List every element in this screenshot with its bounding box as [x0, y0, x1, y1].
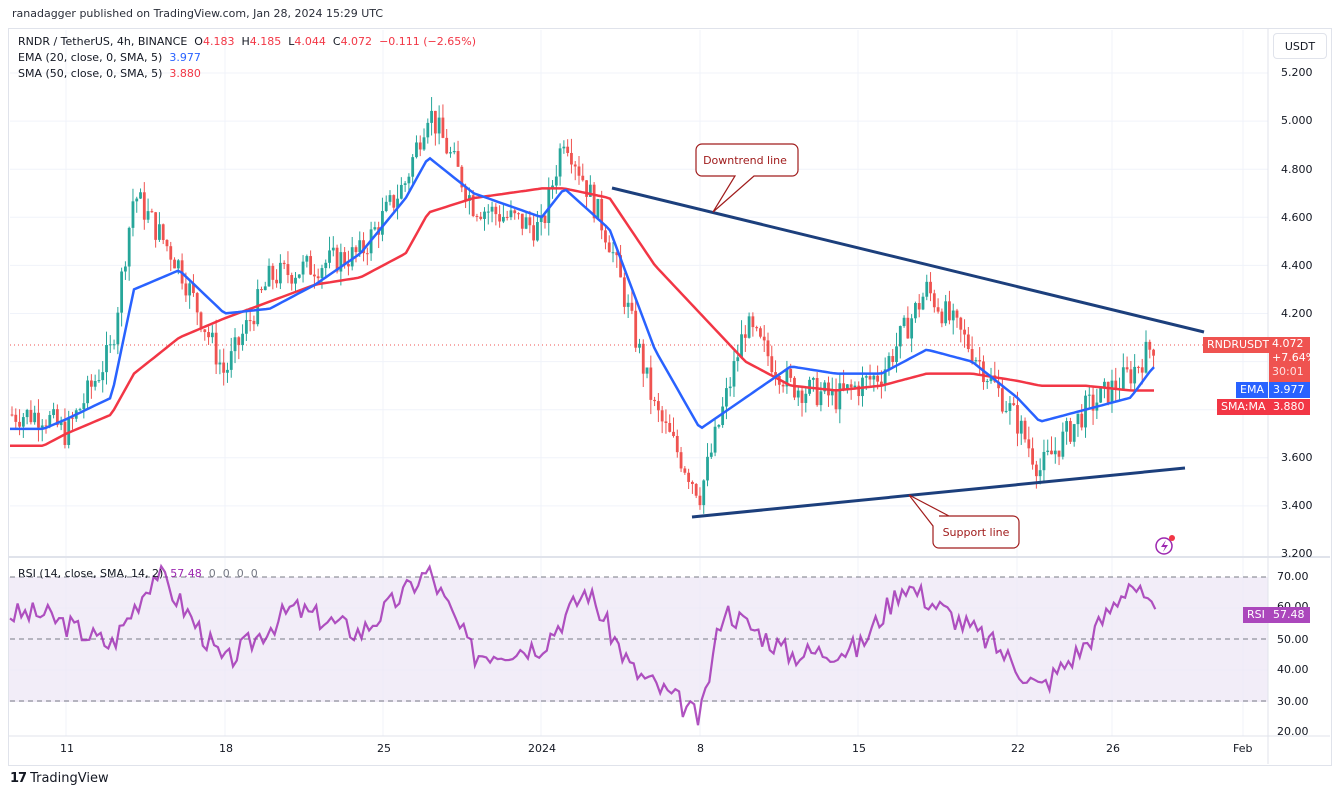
ohlc-low: L4.044 [288, 35, 326, 48]
rsi-tick: 30.00 [1277, 695, 1309, 708]
rsi-extra-0: 0 [208, 567, 216, 580]
symbol-tag: RNDRUSDT [1203, 337, 1274, 353]
support-callout[interactable]: Support line [908, 494, 1020, 549]
sma-legend-value: 3.880 [169, 67, 201, 80]
rsi-legend-label: RSI (14, close, SMA, 14, 2) [18, 567, 164, 580]
time-tick: 8 [697, 742, 704, 755]
candlesticks [10, 97, 1155, 514]
price-tick: 3.200 [1281, 547, 1313, 560]
time-tick: 2024 [528, 742, 556, 755]
price-tick: 3.600 [1281, 451, 1313, 464]
sma-tag-value: 3.880 [1269, 399, 1310, 415]
ohlc-high: H4.185 [241, 35, 282, 48]
symbol-legend[interactable]: RNDR / TetherUS, 4h, BINANCE O4.183 H4.1… [18, 35, 476, 48]
time-tick: Feb [1233, 742, 1253, 755]
tradingview-branding[interactable]: 17 TradingView [10, 771, 109, 786]
rsi-extra-2: 0 [236, 567, 244, 580]
ohlc-close: C4.072 [332, 35, 373, 48]
rsi-tag-value: 57.48 [1269, 607, 1310, 623]
time-tick: 25 [377, 742, 391, 755]
rsi-levels [10, 576, 1268, 702]
time-tick: 11 [60, 742, 74, 755]
rsi-extra-1: 0 [222, 567, 230, 580]
rsi-band-fill [9, 577, 1268, 702]
rsi-extra-3: 0 [250, 567, 258, 580]
sma-tag: SMA:MA [1217, 399, 1270, 415]
rsi-legend-value: 57.48 [170, 567, 202, 580]
downtrend-callout[interactable]: Downtrend line [695, 143, 799, 213]
sma-line [10, 187, 1154, 448]
tradingview-logo-icon: 17 [10, 771, 27, 786]
currency-button[interactable]: USDT [1273, 33, 1327, 59]
price-tick: 4.200 [1281, 307, 1313, 320]
rsi-legend[interactable]: RSI (14, close, SMA, 14, 2) 57.48 0 0 0 … [18, 567, 258, 580]
lightning-alert-icon[interactable] [1155, 535, 1175, 555]
price-tick: 4.400 [1281, 259, 1313, 272]
downtrend-line[interactable] [611, 186, 1205, 334]
sma-legend[interactable]: SMA (50, close, 0, SMA, 5) 3.880 [18, 67, 201, 80]
ohlc-change: −0.111 (−2.65%) [379, 35, 477, 48]
support-line[interactable] [691, 466, 1186, 519]
price-tick: 5.000 [1281, 114, 1313, 127]
time-tick: 26 [1106, 742, 1120, 755]
ohlc-open: O4.183 [194, 35, 235, 48]
ema-tag: EMA [1236, 382, 1268, 398]
tradingview-brand-text: TradingView [30, 771, 109, 786]
publish-info: ranadagger published on TradingView.com,… [12, 7, 384, 20]
last-price-tag: 4.072 +7.64% 30:01 [1269, 337, 1316, 382]
rsi-tag: RSI [1243, 607, 1269, 623]
ema-tag-value: 3.977 [1269, 382, 1310, 398]
time-tick: 18 [219, 742, 233, 755]
rsi-tick: 70.00 [1277, 570, 1309, 583]
ema-legend-value: 3.977 [169, 51, 201, 64]
rsi-tick: 20.00 [1277, 725, 1309, 738]
symbol-title: RNDR / TetherUS, 4h, BINANCE [18, 35, 188, 48]
support-label: Support line [943, 526, 1010, 539]
time-tick: 15 [852, 742, 866, 755]
time-tick: 22 [1011, 742, 1025, 755]
ema-legend[interactable]: EMA (20, close, 0, SMA, 5) 3.977 [18, 51, 201, 64]
sma-legend-label: SMA (50, close, 0, SMA, 5) [18, 67, 163, 80]
downtrend-label: Downtrend line [703, 154, 787, 167]
rsi-line [9, 563, 1157, 726]
price-tick: 3.400 [1281, 499, 1313, 512]
ema-line [10, 156, 1155, 431]
price-tick: 5.200 [1281, 66, 1313, 79]
rsi-tick: 50.00 [1277, 633, 1309, 646]
price-tick: 4.800 [1281, 163, 1313, 176]
ema-legend-label: EMA (20, close, 0, SMA, 5) [18, 51, 163, 64]
rsi-tick: 40.00 [1277, 663, 1309, 676]
price-tick: 4.600 [1281, 211, 1313, 224]
